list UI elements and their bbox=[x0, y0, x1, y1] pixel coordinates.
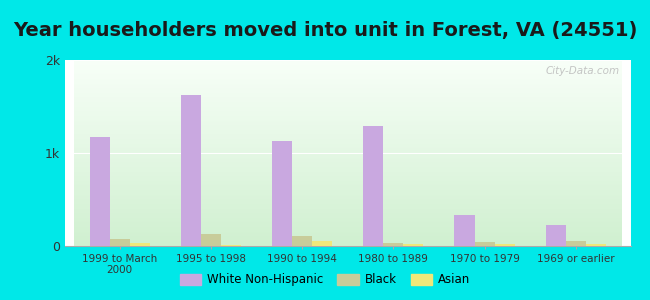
Bar bbox=[272, 141, 292, 246]
Bar bbox=[292, 236, 312, 246]
Bar bbox=[201, 234, 221, 246]
Bar bbox=[221, 245, 241, 246]
Text: City-Data.com: City-Data.com bbox=[545, 66, 619, 76]
Bar bbox=[546, 225, 566, 246]
Bar bbox=[454, 215, 474, 246]
Bar bbox=[90, 137, 110, 246]
Legend: White Non-Hispanic, Black, Asian: White Non-Hispanic, Black, Asian bbox=[175, 269, 475, 291]
Bar bbox=[181, 95, 201, 246]
Bar bbox=[586, 244, 606, 246]
Bar bbox=[363, 126, 383, 246]
Bar bbox=[566, 241, 586, 246]
Text: Year householders moved into unit in Forest, VA (24551): Year householders moved into unit in For… bbox=[13, 21, 637, 40]
Bar bbox=[110, 239, 130, 246]
Bar bbox=[495, 244, 515, 246]
Bar bbox=[474, 242, 495, 246]
Bar bbox=[312, 241, 332, 246]
Bar bbox=[130, 243, 150, 246]
Bar bbox=[384, 243, 404, 246]
Bar bbox=[404, 244, 423, 246]
